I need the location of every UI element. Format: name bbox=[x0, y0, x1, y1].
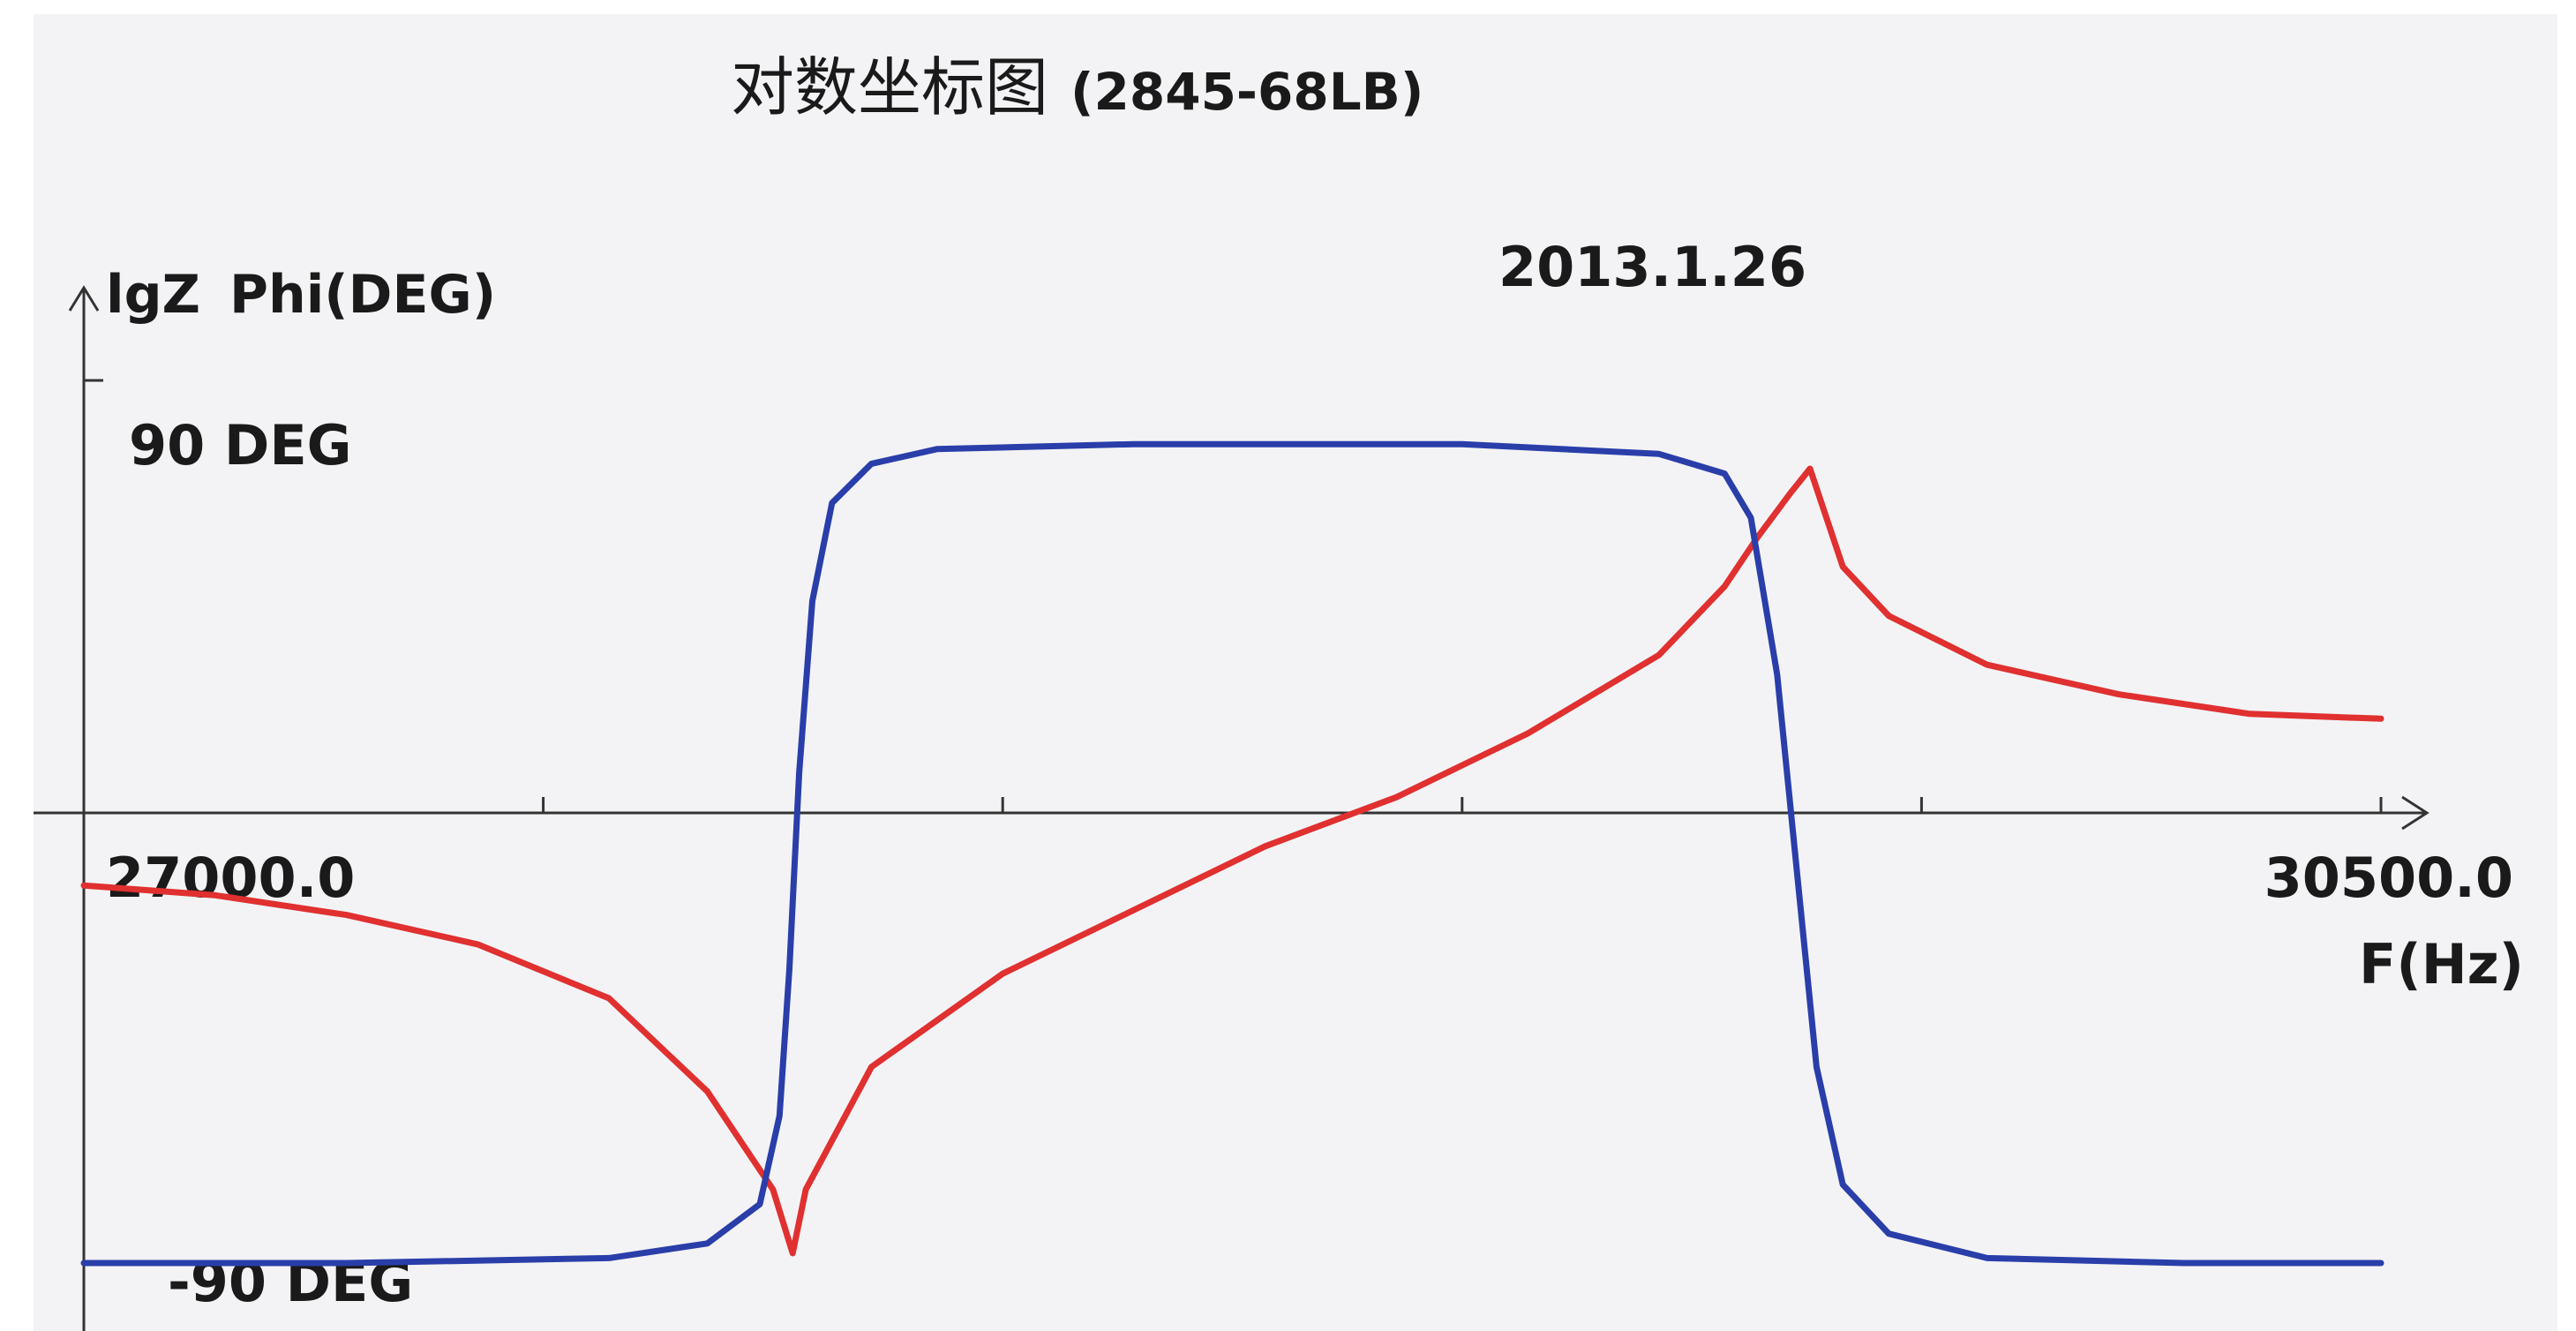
x-axis-arrow bbox=[2401, 795, 2430, 831]
log-plot-chart: 对数坐标图 (2845-68LB) 2013.1.26 lgZ Phi(DEG)… bbox=[34, 50, 2524, 1331]
y-label-phase: Phi(DEG) bbox=[229, 264, 496, 326]
series-lgz-line bbox=[80, 465, 2384, 1257]
chart-subtitle: (2845-68LB) bbox=[1070, 62, 1423, 122]
y-axis-arrow bbox=[68, 285, 100, 312]
date-label: 2013.1.26 bbox=[1498, 235, 1806, 299]
y-label-lgz: lgZ bbox=[106, 264, 200, 326]
x-tick-label-max: 30500.0 bbox=[2264, 846, 2513, 910]
axes bbox=[34, 285, 2430, 1331]
x-axis-label: F(Hz) bbox=[2359, 932, 2524, 996]
series-phase-line bbox=[80, 440, 2384, 1267]
series-layer bbox=[80, 440, 2384, 1267]
chart-panel: 对数坐标图 (2845-68LB) 2013.1.26 lgZ Phi(DEG)… bbox=[34, 14, 2557, 1331]
phase-label-top: 90 DEG bbox=[129, 413, 352, 478]
chart-title: 对数坐标图 bbox=[731, 50, 1048, 124]
